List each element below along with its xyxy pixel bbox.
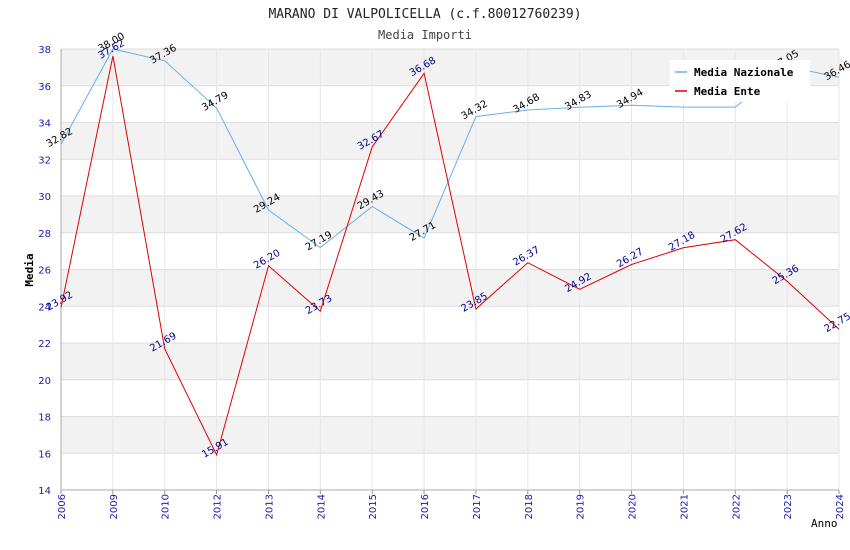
x-tick-label: 2012 (213, 494, 224, 519)
x-tick-label: 2023 (783, 494, 794, 519)
x-tick-label: 2017 (472, 494, 483, 519)
x-tick-label: 2020 (628, 494, 639, 519)
band (61, 196, 839, 233)
y-tick-label: 22 (38, 339, 51, 350)
x-tick-label: 2006 (57, 494, 68, 519)
y-tick-label: 30 (38, 192, 51, 203)
data-label: 26.37 (511, 245, 541, 269)
y-tick-label: 32 (38, 155, 51, 166)
y-tick-label: 14 (38, 486, 51, 497)
y-tick-label: 34 (38, 119, 51, 130)
x-tick-label: 2016 (420, 494, 431, 519)
y-tick-label: 18 (38, 413, 51, 424)
data-label: 27.18 (667, 230, 697, 254)
series-line-media-ente (60, 55, 840, 457)
chart-subtitle: Media Importi (378, 28, 472, 42)
y-tick-label: 20 (38, 376, 51, 387)
x-tick-label: 2024 (835, 494, 846, 519)
data-label: 26.27 (615, 246, 645, 270)
data-label: 23.92 (45, 290, 75, 314)
data-label: 22.75 (823, 311, 850, 335)
x-tick-label: 2018 (524, 494, 535, 519)
band (61, 416, 839, 454)
y-tick-label: 36 (38, 82, 51, 93)
x-tick-label: 2013 (264, 494, 275, 519)
band (61, 343, 839, 380)
x-tick-label: 2019 (576, 494, 587, 519)
x-tick-label: 2010 (161, 494, 172, 519)
series-line-media-nazionale (60, 48, 840, 249)
legend-label: Media Nazionale (694, 66, 794, 79)
data-label: 34.83 (563, 89, 593, 113)
data-label: 34.79 (200, 90, 230, 114)
x-tick-label: 2014 (316, 494, 327, 519)
data-label: 26.20 (252, 248, 282, 272)
chart-title: MARANO DI VALPOLICELLA (c.f.80012760239) (268, 7, 581, 22)
x-tick-label: 2022 (731, 494, 742, 519)
data-label: 34.94 (615, 87, 645, 111)
band (61, 269, 839, 307)
series-lines (60, 48, 840, 457)
legend-box (670, 60, 810, 102)
y-axis-label: Media (23, 253, 36, 286)
gridlines (60, 48, 840, 491)
x-axis-label: Anno (811, 517, 838, 530)
y-tick-label: 26 (38, 266, 51, 277)
y-tick-label: 28 (38, 229, 51, 240)
data-label: 34.68 (511, 92, 541, 116)
x-tick-label: 2009 (109, 494, 120, 519)
y-tick-label: 16 (38, 449, 51, 460)
y-tick-label: 24 (38, 302, 51, 313)
background-bands (61, 49, 839, 454)
x-tick-label: 2021 (679, 494, 690, 519)
x-tick-label: 2015 (368, 494, 379, 519)
y-tick-label: 38 (38, 45, 51, 56)
legend-label: Media Ente (694, 85, 761, 98)
legend: Media Nazionale Media Ente (670, 60, 810, 102)
band (61, 122, 839, 160)
